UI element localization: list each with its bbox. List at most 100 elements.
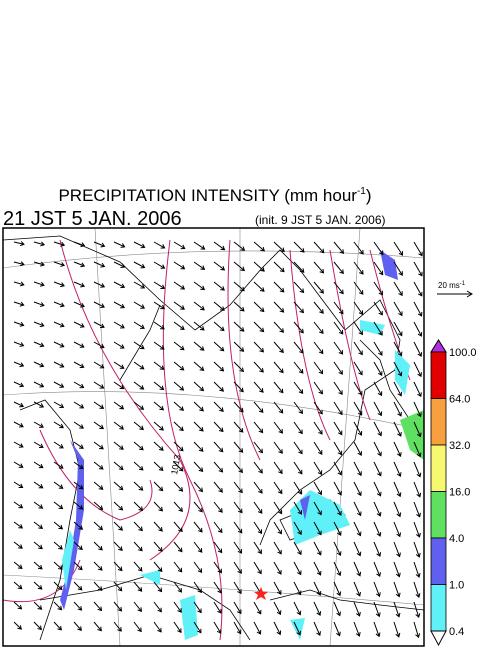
wind-arrow — [153, 441, 164, 451]
wind-arrow — [73, 581, 83, 591]
init-time: (init. 9 JST 5 JAN. 2006) — [255, 213, 386, 227]
wind-arrow — [293, 461, 303, 475]
wind-arrow — [273, 601, 282, 616]
wind-arrow — [413, 281, 423, 297]
wind-arrow — [113, 261, 126, 269]
wind-arrow — [33, 281, 45, 287]
wind-arrow — [13, 561, 23, 570]
wind-arrow — [13, 521, 24, 529]
wind-arrow — [133, 601, 142, 613]
wind-arrow — [333, 341, 344, 355]
wind-arrow — [33, 341, 45, 348]
location-star — [254, 587, 268, 600]
wind-arrow — [353, 461, 362, 477]
wind-arrow — [393, 301, 403, 317]
wind-arrow — [193, 281, 206, 291]
wind-arrow — [33, 361, 45, 368]
wind-arrow — [213, 421, 224, 433]
wind-arrow — [233, 341, 245, 352]
wind-arrow — [253, 301, 265, 313]
wind-arrow — [273, 581, 282, 595]
wind-arrow — [373, 421, 382, 437]
wind-arrow — [193, 341, 205, 351]
wind-arrow — [173, 441, 184, 452]
wind-arrow — [233, 421, 244, 433]
wind-arrow — [113, 601, 123, 612]
wind-arrow — [153, 521, 163, 532]
wind-arrow — [193, 441, 204, 452]
wind-arrow — [393, 241, 403, 256]
wind-arrow — [393, 321, 403, 337]
wind-arrow — [113, 401, 125, 410]
wind-arrow — [293, 401, 303, 415]
wind-arrow — [273, 281, 285, 293]
wind-arrow — [133, 241, 146, 249]
wind-arrow — [353, 341, 363, 356]
wind-arrow — [213, 581, 222, 594]
wind-arrow — [293, 321, 304, 334]
wind-arrow — [173, 301, 185, 310]
colorbar-label: 4.0 — [449, 533, 464, 545]
wind-arrow — [273, 481, 283, 495]
wind-arrow — [73, 441, 84, 449]
wind-arrow — [273, 401, 284, 414]
wind-arrow — [193, 481, 204, 493]
wind-arrow — [413, 361, 422, 378]
map-title: PRECIPITATION INTENSITY (mm hour-1) — [58, 186, 371, 205]
wind-arrow — [133, 301, 146, 309]
wind-arrow — [153, 461, 164, 472]
wind-arrow — [53, 341, 65, 348]
wind-arrow — [353, 261, 364, 275]
wind-arrow — [333, 321, 344, 335]
wind-arrow — [93, 281, 106, 288]
wind-arrow — [33, 381, 45, 388]
wind-arrow — [13, 621, 23, 630]
wind-arrow — [13, 361, 25, 368]
wind-arrow — [113, 561, 123, 572]
isobars — [2, 239, 411, 641]
wind-arrow — [53, 621, 62, 631]
wind-arrow — [33, 601, 43, 610]
wind-arrow — [33, 301, 45, 307]
wind-arrow — [213, 241, 226, 251]
wind-arrow — [93, 521, 104, 531]
wind-arrow — [333, 281, 344, 295]
wind-arrow — [293, 561, 302, 576]
wind-arrow — [273, 361, 284, 374]
reference-vector-label: 20 ms-1 — [438, 281, 466, 290]
wind-arrow — [93, 321, 105, 329]
wind-arrow — [53, 321, 65, 328]
wind-arrow — [153, 601, 162, 613]
wind-arrow — [253, 501, 263, 514]
wind-arrow — [313, 381, 323, 395]
wind-arrow — [33, 581, 43, 590]
wind-arrow — [153, 341, 165, 350]
wind-arrow — [153, 321, 165, 330]
colorbar-label: 100.0 — [449, 347, 477, 359]
wind-arrow — [393, 421, 402, 437]
wind-arrow — [73, 421, 85, 429]
wind-arrow — [13, 441, 24, 448]
wind-arrow — [373, 341, 383, 356]
wind-arrow — [413, 241, 423, 257]
colorbar-segment — [430, 584, 447, 632]
wind-arrow — [53, 361, 65, 368]
wind-arrow — [113, 361, 125, 369]
ref-label-text: 20 ms — [438, 281, 460, 290]
wind-arrow — [253, 601, 262, 615]
wind-arrow — [73, 281, 86, 288]
map-area: 1013 — [2, 227, 425, 647]
wind-arrow — [353, 301, 364, 316]
wind-arrow — [193, 501, 203, 513]
wind-arrow — [113, 481, 124, 491]
wind-arrow — [273, 441, 283, 454]
wind-arrow — [153, 261, 166, 269]
wind-arrow — [233, 401, 244, 413]
colorbar-segment — [430, 444, 447, 492]
wind-arrow — [233, 261, 245, 272]
wind-arrow — [373, 401, 383, 417]
wind-arrow — [113, 241, 126, 248]
wind-arrow — [333, 401, 343, 416]
wind-arrow — [313, 441, 323, 455]
wind-arrow — [253, 381, 264, 393]
